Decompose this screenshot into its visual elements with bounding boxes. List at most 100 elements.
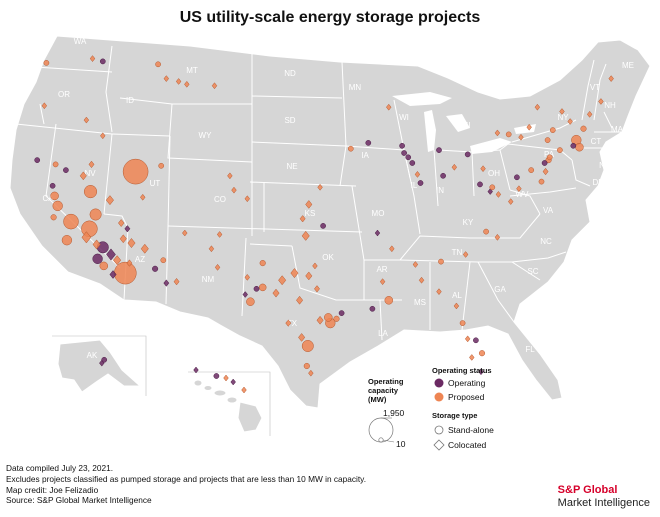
- project-markers: [34, 55, 614, 394]
- project-marker: [514, 174, 520, 181]
- state-label-nj: NJ: [599, 161, 609, 170]
- project-marker: [401, 150, 407, 156]
- standalone-swatch: [434, 425, 444, 435]
- project-marker: [278, 275, 287, 286]
- project-marker: [301, 340, 314, 352]
- project-marker: [244, 273, 251, 281]
- project-marker: [193, 366, 199, 374]
- state-label-wi: WI: [399, 113, 409, 122]
- project-marker: [494, 129, 501, 137]
- footer-line: Map credit: Joe Felizadio: [6, 484, 99, 495]
- state-label-sc: SC: [527, 267, 538, 276]
- type-heading: Storage type: [432, 411, 477, 420]
- project-marker: [544, 137, 551, 143]
- project-marker: [52, 200, 63, 212]
- state-label-ks: KS: [305, 209, 316, 218]
- project-marker: [549, 127, 556, 133]
- project-marker: [575, 142, 584, 152]
- brand-logo: S&P Global Market Intelligence: [558, 484, 650, 509]
- project-marker: [61, 235, 73, 246]
- project-marker: [440, 172, 446, 179]
- project-marker: [480, 165, 486, 173]
- project-marker: [127, 238, 136, 249]
- state-label-in: IN: [436, 186, 444, 195]
- project-marker: [320, 223, 326, 229]
- project-marker: [487, 188, 493, 195]
- state-label-nh: NH: [604, 101, 616, 110]
- project-marker: [109, 270, 117, 279]
- brand-name: S&P Global: [557, 484, 618, 496]
- state-label-ky: KY: [463, 218, 474, 227]
- project-marker: [114, 261, 137, 285]
- legend: Operating capacity (MW) 1,950 10 Operati…: [368, 366, 494, 451]
- project-marker: [305, 271, 313, 281]
- capacity-heading-line2: capacity: [368, 386, 399, 395]
- project-marker: [389, 245, 395, 253]
- capacity-min-label: 10: [396, 439, 406, 449]
- project-marker: [436, 147, 442, 153]
- state-label-va: VA: [543, 206, 554, 215]
- state-label-id: ID: [126, 96, 134, 105]
- project-marker: [140, 243, 149, 254]
- state-label-al: AL: [452, 291, 462, 300]
- project-marker: [158, 162, 165, 169]
- project-marker: [175, 78, 182, 85]
- project-marker: [399, 142, 405, 149]
- state-label-mt: MT: [186, 66, 198, 75]
- project-marker: [384, 296, 394, 305]
- project-marker: [246, 297, 255, 306]
- project-marker: [324, 313, 333, 322]
- operating-label: Operating: [448, 378, 486, 388]
- project-marker: [298, 333, 306, 342]
- colocated-label: Colocated: [448, 440, 487, 450]
- state-label-az: AZ: [135, 255, 145, 264]
- capacity-heading-line1: Operating: [368, 377, 404, 386]
- project-marker: [546, 154, 553, 161]
- footer-notes: Data compiled July 23, 2021. Excludes pr…: [6, 463, 366, 506]
- project-marker: [438, 258, 444, 265]
- capacity-max-label: 1,950: [383, 408, 405, 418]
- state-label-ms: MS: [414, 298, 426, 307]
- project-marker: [296, 295, 304, 305]
- project-marker: [308, 369, 314, 377]
- project-marker: [477, 181, 483, 188]
- project-marker: [464, 335, 471, 343]
- project-marker: [412, 261, 419, 268]
- project-marker: [208, 245, 215, 253]
- project-marker: [567, 118, 573, 125]
- project-marker: [92, 239, 101, 250]
- project-marker: [227, 172, 233, 180]
- project-marker: [459, 320, 466, 326]
- project-marker: [106, 248, 116, 261]
- project-marker: [50, 214, 57, 221]
- project-marker: [43, 60, 50, 66]
- project-marker: [216, 231, 223, 238]
- state-label-or: OR: [58, 90, 70, 99]
- project-marker: [528, 167, 535, 173]
- state-label-ut: UT: [150, 179, 161, 188]
- project-marker: [305, 200, 313, 209]
- project-marker: [119, 234, 127, 244]
- project-marker: [478, 350, 486, 357]
- project-marker: [272, 288, 280, 298]
- state-label-nd: ND: [284, 69, 296, 78]
- project-marker: [140, 193, 146, 201]
- state-label-mo: MO: [372, 209, 385, 218]
- project-marker: [483, 228, 489, 235]
- project-marker: [542, 167, 549, 176]
- project-marker: [462, 251, 469, 258]
- project-marker: [105, 195, 114, 206]
- state-label-nc: NC: [540, 237, 552, 246]
- project-marker: [494, 233, 501, 241]
- project-marker: [526, 123, 532, 131]
- project-marker: [163, 75, 170, 82]
- project-marker: [418, 276, 425, 284]
- state-label-ok: OK: [322, 253, 334, 262]
- state-label-de: DE: [592, 178, 603, 187]
- project-marker: [92, 253, 103, 264]
- project-marker: [290, 268, 299, 279]
- project-marker: [99, 261, 109, 271]
- project-marker: [160, 257, 167, 264]
- state-label-wv: WV: [516, 190, 530, 199]
- project-marker: [81, 231, 92, 244]
